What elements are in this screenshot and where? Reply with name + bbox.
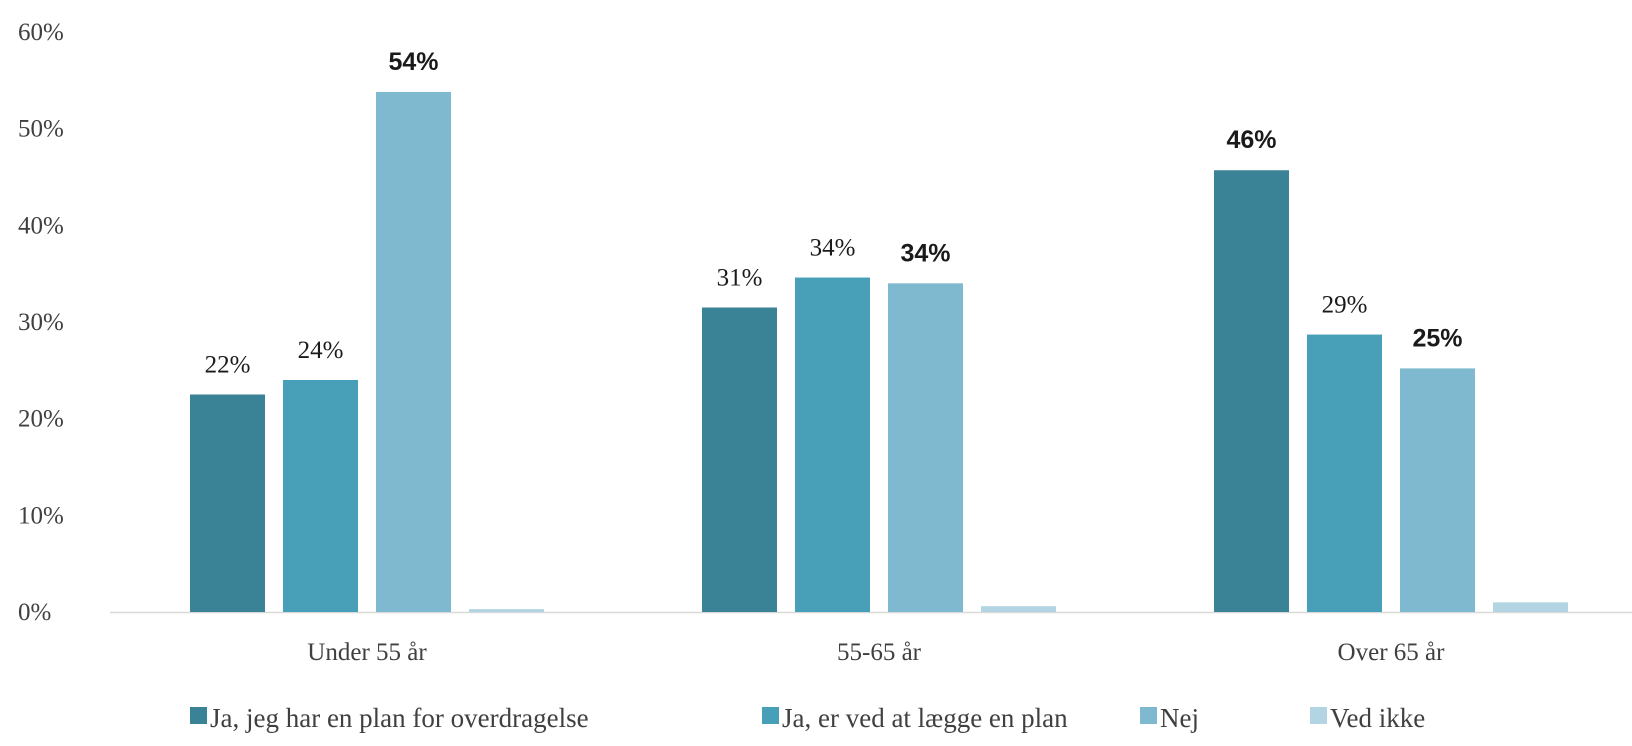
bar-1-2 bbox=[702, 307, 777, 612]
legend-label: Ja, er ved at lægge en plan bbox=[782, 703, 1068, 733]
bar-1-1 bbox=[190, 394, 265, 612]
category-label: Over 65 år bbox=[1338, 639, 1446, 666]
data-label: 46% bbox=[1226, 126, 1276, 154]
data-label: 31% bbox=[717, 265, 763, 292]
y-tick-label: 60% bbox=[18, 19, 64, 46]
legend-swatch bbox=[1140, 707, 1157, 724]
bar-1-3 bbox=[1214, 170, 1289, 612]
bar-3-1 bbox=[376, 91, 451, 612]
legend-label: Ved ikke bbox=[1330, 703, 1425, 733]
bar-2-1 bbox=[283, 380, 358, 612]
data-label: 54% bbox=[388, 48, 438, 76]
legend-label: Nej bbox=[1160, 703, 1199, 733]
category-label: 55-65 år bbox=[837, 639, 922, 666]
y-tick-label: 20% bbox=[18, 406, 64, 433]
y-tick-label: 30% bbox=[18, 309, 64, 336]
bar-2-2 bbox=[795, 277, 870, 612]
legend-label: Ja, jeg har en plan for overdragelse bbox=[210, 703, 589, 733]
legend-swatch bbox=[1310, 707, 1327, 724]
data-label: 34% bbox=[810, 235, 856, 262]
data-label: 25% bbox=[1412, 324, 1462, 352]
bar-4-1 bbox=[469, 609, 544, 612]
bar-2-3 bbox=[1307, 334, 1382, 612]
bar-4-2 bbox=[981, 606, 1056, 612]
bar-4-3 bbox=[1493, 602, 1568, 612]
category-label: Under 55 år bbox=[307, 639, 427, 666]
legend-swatch bbox=[762, 707, 779, 724]
legend-swatch bbox=[190, 707, 207, 724]
data-label: 24% bbox=[298, 337, 344, 364]
y-tick-label: 50% bbox=[18, 116, 64, 143]
y-tick-label: 10% bbox=[18, 502, 64, 529]
y-tick-label: 0% bbox=[18, 599, 51, 626]
bar-3-2 bbox=[888, 283, 963, 612]
bar-3-3 bbox=[1400, 368, 1475, 612]
data-label: 34% bbox=[900, 239, 950, 267]
data-label: 29% bbox=[1322, 292, 1368, 319]
y-tick-label: 40% bbox=[18, 212, 64, 239]
data-label: 22% bbox=[205, 352, 251, 379]
